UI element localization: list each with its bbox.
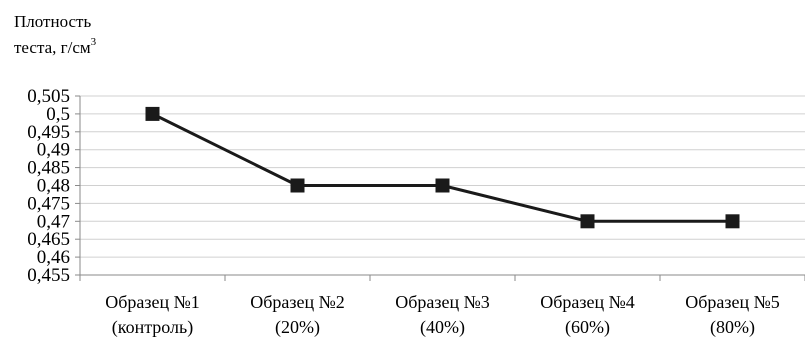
y-tick-label: 0,5: [46, 104, 70, 125]
x-category-label: Образец №4 (60%): [540, 292, 635, 338]
x-category-label: Образец №5 (80%): [685, 292, 780, 338]
y-tick-label: 0,47: [37, 211, 70, 232]
data-point-marker: [725, 214, 740, 229]
x-category-label: Образец №2 (20%): [250, 292, 345, 338]
y-tick-label: 0,48: [37, 176, 70, 197]
y-axis-label-line-1: Плотность: [14, 12, 91, 31]
data-point-marker: [145, 106, 160, 121]
y-tick-label: 0,465: [27, 229, 70, 250]
y-tick-label: 0,485: [27, 158, 70, 179]
data-point-marker: [290, 178, 305, 193]
y-tick-labels: 0,5050,50,4950,490,4850,480,4750,470,465…: [27, 86, 70, 286]
y-axis-label-line-2: теста, г/см3: [14, 36, 97, 57]
y-tick-label: 0,46: [37, 247, 70, 268]
x-category-label: Образец №1 (контроль): [105, 292, 200, 338]
grid-lines: [80, 95, 805, 258]
y-tick-label: 0,495: [27, 122, 70, 143]
x-category-label: Образец №3 (40%): [395, 292, 490, 338]
y-tick-label: 0,49: [37, 140, 70, 161]
series-density: [145, 106, 740, 229]
y-tick-label: 0,475: [27, 193, 70, 214]
x-category-labels: Образец №1 (контроль) Образец №2 (20%) Образ…: [105, 292, 780, 338]
axes: [75, 95, 805, 281]
data-point-marker: [435, 178, 450, 193]
y-tick-label: 0,455: [27, 265, 70, 286]
y-tick-label: 0,505: [27, 86, 70, 107]
data-point-marker: [580, 214, 595, 229]
